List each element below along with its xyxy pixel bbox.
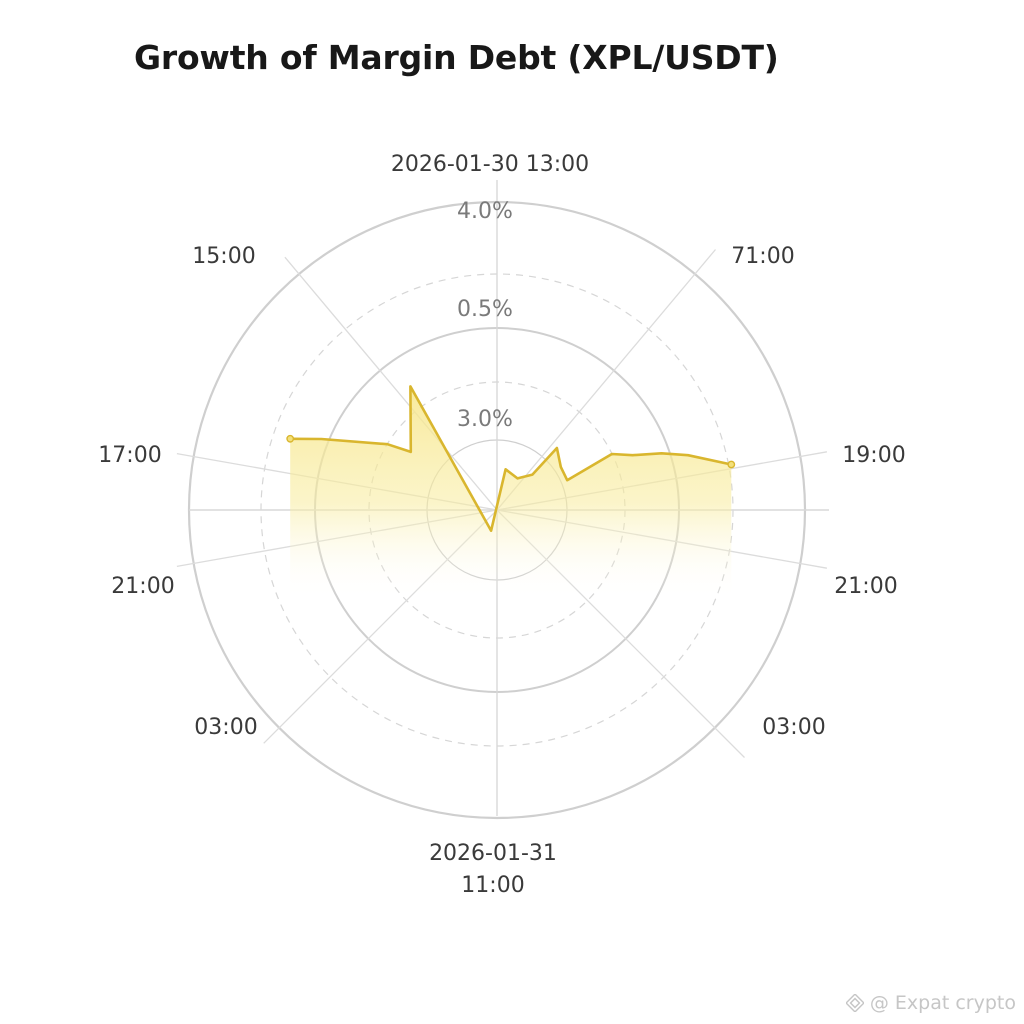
angular-tick-label: 03:00 — [762, 715, 825, 740]
axis-labels: 3.0% 0.5% 4.0% 2026-01-30 13:00 71:00 19:00 21… — [98, 152, 905, 898]
angular-tick-label-line2: 11:00 — [461, 873, 524, 898]
angular-tick-label: 15:00 — [192, 244, 255, 269]
angular-tick-label: 17:00 — [98, 443, 161, 468]
series-start-point — [286, 434, 295, 443]
radial-tick-label: 0.5% — [457, 297, 513, 322]
angular-tick-label: 21:00 — [111, 574, 174, 599]
grid-spoke — [496, 249, 716, 511]
series-line — [288, 385, 733, 532]
angular-tick-label: 2026-01-31 — [429, 841, 557, 866]
binance-diamond-icon — [845, 994, 864, 1012]
angular-tick-label: 71:00 — [731, 244, 794, 269]
series-area-fill — [290, 386, 732, 600]
angular-tick-label: 19:00 — [842, 443, 905, 468]
watermark: @ Expat crypto — [845, 992, 1016, 1014]
watermark-text: @ Expat crypto — [869, 992, 1016, 1014]
data-layer — [286, 385, 736, 600]
chart-title: Growth of Margin Debt (XPL/USDT) — [134, 38, 779, 77]
series-end-point — [727, 460, 736, 469]
angular-tick-label: 21:00 — [834, 574, 897, 599]
angular-tick-label: 2026-01-30 13:00 — [391, 152, 589, 177]
angular-tick-label: 03:00 — [194, 715, 257, 740]
grid-spoke — [284, 256, 498, 511]
radial-tick-label: 4.0% — [457, 199, 513, 224]
radial-tick-label: 3.0% — [457, 407, 513, 432]
